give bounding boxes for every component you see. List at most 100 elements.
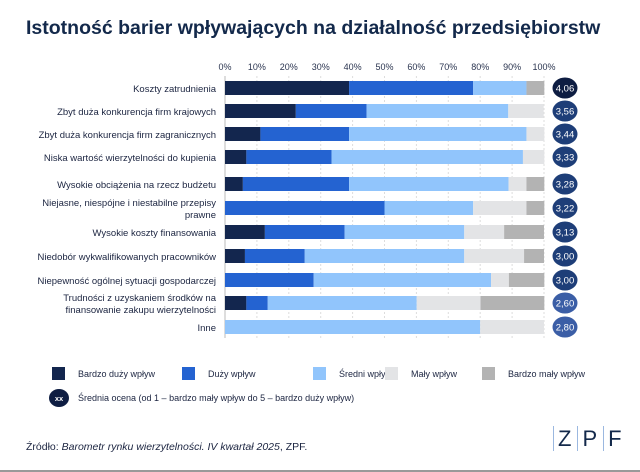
bar-segment [524,249,544,263]
bar-segment [522,150,545,164]
legend-swatch [52,367,65,380]
bar-segment [264,225,345,239]
legend-label: Duży wpływ [208,369,256,379]
x-tick-label: 70% [439,62,457,72]
bar-segment [526,81,545,95]
bar-segment [225,201,385,215]
average-score-badge [552,77,578,99]
bar-segment [526,201,545,215]
category-label: Inne [198,323,217,334]
legend-swatch [313,367,326,380]
bar-segment [295,104,367,118]
average-score-badge [552,100,578,122]
category-label: Niejasne, niespójne i niestabilne przepi… [42,198,216,209]
legend-swatch [385,367,398,380]
bar-segment [473,201,527,215]
logo-letter: P [577,426,604,451]
average-score-label: 3,56 [556,107,575,118]
source-prefix: Źródło: [26,441,62,453]
bar-segment [225,320,481,334]
category-label: Niedobór wykwalifikowanych pracowników [38,252,217,263]
bar-segment [464,249,525,263]
legend-swatch [482,367,495,380]
logo-letter: Z [553,426,578,451]
bar-segment [246,296,268,310]
legend-label: Bardzo mały wpływ [508,369,586,379]
bar-segment [480,320,544,334]
bar-segment [313,273,492,287]
category-label: Wysokie obciążenia na rzecz budżetu [57,180,216,191]
legend-label: Mały wpływ [411,369,458,379]
source-suffix: , ZPF. [279,441,308,453]
average-score-label: 3,13 [556,228,575,239]
bar-segment [331,150,523,164]
average-score-badge [552,316,578,338]
average-score-badge [552,173,578,195]
bottom-rule [0,470,640,472]
bar-segment [504,225,544,239]
bar-segment [464,225,505,239]
x-tick-label: 20% [280,62,298,72]
legend-label: Średni wpływ [339,368,393,379]
bar-segment [225,150,247,164]
average-score-label: 4,06 [556,84,575,95]
bar-segment [366,104,509,118]
category-label: Koszty zatrudnienia [133,84,217,95]
x-tick-label: 100% [532,62,555,72]
bar-segment [225,104,296,118]
average-score-badge [552,245,578,267]
legend-average-label: Średnia ocena (od 1 – bardzo mały wpływ … [78,392,354,403]
category-label: Zbyt duża konkurencja firm krajowych [57,107,216,118]
category-label: Niepewność ogólnej sytuacji gospodarczej [38,276,217,287]
legend-average-badge [49,389,69,407]
average-score-label: 3,44 [556,130,575,141]
average-score-badge [552,269,578,291]
bar-segment [246,150,332,164]
category-label: finansowanie zakupu wierzytelności [66,305,217,316]
x-tick-label: 40% [344,62,362,72]
logo-letter: F [603,426,628,451]
average-score-label: 3,00 [556,276,575,287]
bar-segment [260,127,350,141]
bar-segment [349,127,527,141]
bar-segment [480,296,545,310]
average-score-label: 3,33 [556,153,575,164]
x-tick-label: 10% [248,62,266,72]
x-tick-label: 90% [503,62,521,72]
bar-segment [225,273,314,287]
bar-segment [242,177,350,191]
source-title: Barometr rynku wierzytelności. IV kwarta… [61,441,280,453]
x-tick-label: 0% [218,62,231,72]
average-score-badge [552,146,578,168]
average-score-label: 3,22 [556,204,575,215]
bar-segment [384,201,474,215]
bar-segment [225,127,261,141]
category-label: Trudności z uzyskaniem środków na [63,293,216,304]
bar-segment [344,225,465,239]
bar-segment [508,177,527,191]
average-score-label: 3,00 [556,252,575,263]
average-score-badge [552,123,578,145]
legend-label: Bardzo duży wpływ [78,369,156,379]
x-tick-label: 50% [375,62,393,72]
average-score-label: 2,60 [556,299,575,310]
category-label: prawne [185,210,216,221]
chart-title: Istotność barier wpływających na działal… [26,17,601,39]
average-score-badge [552,221,578,243]
x-tick-label: 30% [312,62,330,72]
average-score-label: 2,80 [556,323,575,334]
category-label: Wysokie koszty finansowania [93,228,217,239]
legend-average-symbol: xx [55,394,64,403]
bar-segment [225,225,265,239]
average-score-badge [552,197,578,219]
source-note: Źródło: Barometr rynku wierzytelności. I… [26,441,307,453]
x-tick-label: 80% [471,62,489,72]
x-tick-label: 60% [407,62,425,72]
bar-segment [349,177,509,191]
category-label: Zbyt duża konkurencja firm zagranicznych [39,130,216,141]
bar-segment [225,81,350,95]
average-score-label: 3,28 [556,180,575,191]
